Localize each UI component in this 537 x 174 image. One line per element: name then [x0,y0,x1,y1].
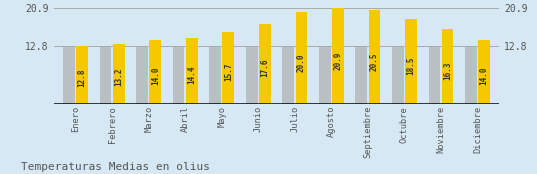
Bar [259,23,271,104]
Text: 14.0: 14.0 [151,66,160,85]
Bar [222,32,234,104]
Text: Temperaturas Medias en olius: Temperaturas Medias en olius [21,162,211,172]
Bar [332,8,344,104]
Bar [295,13,307,104]
Bar [209,46,221,104]
Bar [368,10,380,104]
Bar [442,29,453,104]
Bar [149,40,161,104]
Bar [392,46,404,104]
Bar [173,46,185,104]
Bar [282,46,294,104]
Text: 14.0: 14.0 [480,66,489,85]
Bar [136,46,148,104]
Bar [63,46,75,104]
Text: 16.3: 16.3 [443,61,452,80]
Bar [465,46,477,104]
Bar [246,46,258,104]
Text: 14.4: 14.4 [187,65,197,84]
Bar [478,40,490,104]
Text: 13.2: 13.2 [114,68,123,86]
Text: 15.7: 15.7 [224,63,233,81]
Bar [76,46,88,104]
Text: 20.0: 20.0 [297,54,306,72]
Bar [355,46,367,104]
Bar [405,19,417,104]
Bar [100,46,111,104]
Bar [429,46,440,104]
Text: 17.6: 17.6 [260,59,270,77]
Bar [113,44,125,104]
Text: 12.8: 12.8 [78,69,86,87]
Text: 20.9: 20.9 [333,52,343,70]
Text: 20.5: 20.5 [370,53,379,71]
Text: 18.5: 18.5 [407,57,416,75]
Bar [319,46,331,104]
Bar [186,38,198,104]
